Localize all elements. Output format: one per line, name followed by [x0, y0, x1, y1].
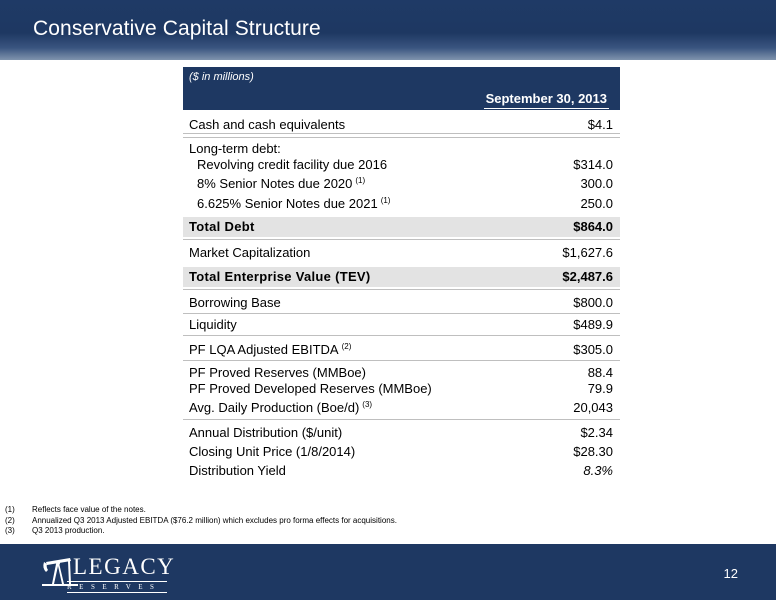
- row-label: Borrowing Base: [189, 295, 281, 310]
- footnote-ref: (2): [341, 342, 352, 351]
- row-label: Long-term debt:: [189, 141, 281, 156]
- row-value: 8.3%: [583, 463, 613, 478]
- row-label: 8% Senior Notes due 2020 (1): [197, 176, 366, 191]
- row-separator: [183, 419, 620, 420]
- row-label: Closing Unit Price (1/8/2014): [189, 444, 356, 459]
- row-value: 250.0: [580, 196, 613, 211]
- row-label: Cash and cash equivalents: [189, 117, 346, 132]
- row-label: PF LQA Adjusted EBITDA (2): [189, 342, 352, 357]
- logo-subtitle: RESERVES: [67, 583, 162, 591]
- logo-rule: [67, 592, 167, 593]
- row-separator: [183, 239, 620, 240]
- slide-header: Conservative Capital Structure: [0, 0, 776, 60]
- row-value: $28.30: [573, 444, 613, 459]
- capital-structure-table: ($ in millions) September 30, 2013 Cash …: [183, 67, 620, 478]
- row-value: $800.0: [573, 295, 613, 310]
- row-value: $2,487.6: [562, 269, 613, 284]
- footnote-text: Q3 2013 production.: [32, 526, 105, 535]
- pumpjack-icon: [42, 558, 78, 586]
- row-value: $2.34: [580, 425, 613, 440]
- table-row-proved-developed: PF Proved Developed Reserves (MMBoe) 79.…: [183, 379, 620, 399]
- table-row-notes-2021: 6.625% Senior Notes due 2021 (1) 250.0: [183, 194, 620, 214]
- table-row-revolver: Revolving credit facility due 2016 $314.…: [183, 155, 620, 175]
- row-value: $864.0: [573, 219, 613, 234]
- table-row-proved: PF Proved Reserves (MMBoe) 88.4: [183, 363, 620, 383]
- footnote-ref: (1): [380, 196, 391, 205]
- row-label: Total Debt: [189, 219, 255, 234]
- table-row-production: Avg. Daily Production (Boe/d) (3) 20,043: [183, 398, 620, 418]
- logo-rule: [67, 581, 167, 582]
- footnote-ref: (3): [362, 400, 373, 409]
- row-value: 20,043: [573, 400, 613, 415]
- table-row-ebitda: PF LQA Adjusted EBITDA (2) $305.0: [183, 340, 620, 360]
- table-row-tev: Total Enterprise Value (TEV) $2,487.6: [183, 267, 620, 287]
- table-row-yield: Distribution Yield 8.3%: [183, 461, 620, 481]
- row-label: Avg. Daily Production (Boe/d) (3): [189, 400, 373, 415]
- table-row-borrowing-base: Borrowing Base $800.0: [183, 293, 620, 313]
- row-label: Market Capitalization: [189, 245, 311, 260]
- table-row-notes-2020: 8% Senior Notes due 2020 (1) 300.0: [183, 174, 620, 194]
- row-label: Revolving credit facility due 2016: [197, 157, 388, 172]
- row-label: Distribution Yield: [189, 463, 286, 478]
- column-header-date: September 30, 2013: [483, 91, 609, 109]
- row-value: $305.0: [573, 342, 613, 357]
- row-value: 79.9: [587, 381, 613, 396]
- footnote-number: (2): [5, 515, 15, 525]
- table-row-total-debt: Total Debt $864.0: [183, 217, 620, 237]
- row-label: Total Enterprise Value (TEV): [189, 269, 371, 284]
- logo-wordmark: LEGACY: [73, 554, 176, 579]
- row-label: Liquidity: [189, 317, 237, 332]
- units-label: ($ in millions): [189, 71, 254, 83]
- row-separator: [183, 360, 620, 361]
- row-separator: [183, 289, 620, 290]
- table-row-liquidity: Liquidity $489.9: [183, 315, 620, 335]
- table-header: ($ in millions) September 30, 2013: [183, 67, 620, 110]
- legacy-reserves-logo: LEGACY RESERVES: [40, 552, 176, 593]
- row-separator: [183, 313, 620, 314]
- slide-title: Conservative Capital Structure: [33, 17, 321, 40]
- table-row-market-cap: Market Capitalization $1,627.6: [183, 243, 620, 263]
- row-label: Annual Distribution ($/unit): [189, 425, 343, 440]
- row-value: $1,627.6: [562, 245, 613, 260]
- table-row-distribution: Annual Distribution ($/unit) $2.34: [183, 423, 620, 443]
- footnote-number: (1): [5, 505, 15, 514]
- row-value: $314.0: [573, 157, 613, 172]
- row-label: PF Proved Developed Reserves (MMBoe): [189, 381, 432, 396]
- row-value: $4.1: [587, 117, 613, 132]
- page-number: 12: [723, 566, 738, 581]
- row-separator: [183, 137, 620, 138]
- footnote-text: Annualized Q3 2013 Adjusted EBITDA ($76.…: [32, 515, 397, 525]
- row-separator: [183, 133, 620, 134]
- table-row-ltd-header: Long-term debt:: [183, 139, 620, 159]
- row-value: $489.9: [573, 317, 613, 332]
- slide-footer: LEGACY RESERVES 12: [0, 544, 776, 600]
- table-row-cash: Cash and cash equivalents $4.1: [183, 115, 620, 135]
- row-label: PF Proved Reserves (MMBoe): [189, 365, 366, 380]
- footnote-ref: (1): [355, 176, 366, 185]
- row-label: 6.625% Senior Notes due 2021 (1): [197, 196, 391, 211]
- table-row-closing-price: Closing Unit Price (1/8/2014) $28.30: [183, 442, 620, 462]
- footnote-number: (3): [5, 526, 15, 535]
- row-separator: [183, 335, 620, 336]
- footnote-text: Reflects face value of the notes.: [32, 505, 146, 514]
- row-value: 300.0: [580, 176, 613, 191]
- row-value: 88.4: [587, 365, 613, 380]
